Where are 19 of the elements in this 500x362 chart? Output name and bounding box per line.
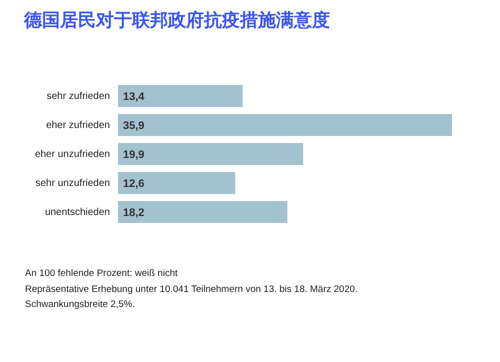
y-tick-label: sehr unzufrieden [36,178,110,190]
data-label: 18,2 [123,206,144,219]
bar [118,201,288,223]
chart-title: 德国居民对于联邦政府抗疫措施满意度 [24,9,330,32]
text: An 100 fehlende Prozent: weiß nicht [25,267,179,281]
y-tick-label: eher zufrieden [46,120,110,132]
bar [118,143,304,165]
data-label: 12,6 [123,178,144,190]
data-label: 35,9 [123,120,144,132]
bar [118,114,452,136]
y-tick-label: sehr zufrieden [46,91,110,102]
data-label: 19,9 [123,148,144,161]
text: Schwankungsbreite 2,5%. [25,298,136,312]
y-tick-label: eher unzufrieden [34,149,110,160]
text: Repräsentative Erhebung unter 10.041 Teilnehmern von 13. bis 18. März 2020. [25,282,358,296]
bar [118,172,236,194]
y-tick-label: unentschieden [44,207,110,218]
data-label: 13,4 [123,90,146,103]
bar [118,85,243,107]
